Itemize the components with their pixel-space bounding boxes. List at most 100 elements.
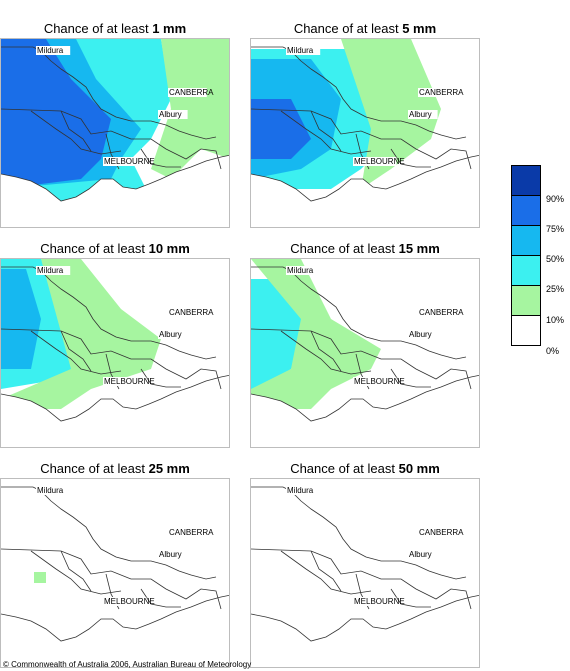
city-label-bg: [353, 377, 397, 386]
legend-swatch-50-75: [511, 225, 541, 256]
legend-label-10: 10%: [546, 315, 565, 325]
map-50mm-graphic: Mildura CANBERRA Albury MELBOURNE: [251, 486, 479, 667]
district-boundary: [390, 148, 431, 168]
region-border: [251, 548, 472, 610]
city-label-bg: [418, 308, 457, 317]
city-label-albury: Albury: [409, 550, 432, 559]
city-label-melbourne: MELBOURNE: [354, 157, 405, 166]
city-label-melbourne: MELBOURNE: [104, 157, 155, 166]
city-label-canberra: CANBERRA: [419, 308, 464, 317]
city-label-albury: Albury: [159, 110, 182, 119]
city-label-bg: [353, 597, 397, 606]
panel-title-50mm: Chance of at least 50 mm: [290, 461, 440, 476]
legend-label-90: 90%: [546, 194, 565, 204]
city-label-bg: [36, 486, 71, 495]
district-boundary: [140, 588, 181, 608]
city-label-canberra: CANBERRA: [419, 88, 464, 97]
city-label-melbourne: MELBOURNE: [104, 597, 155, 606]
city-label-bg: [408, 330, 438, 339]
legend-label-50: 50%: [546, 254, 565, 264]
probability-zone: [151, 39, 229, 179]
map-5mm-graphic: Mildura CANBERRA Albury MELBOURNE: [251, 39, 479, 227]
city-label-bg: [418, 528, 457, 537]
region-border: [1, 108, 222, 170]
coastline: [1, 374, 229, 422]
city-label-bg: [286, 486, 321, 495]
state-border: [251, 266, 467, 360]
map-15mm-graphic: Mildura CANBERRA Albury MELBOURNE: [251, 259, 479, 447]
city-label-albury: Albury: [409, 110, 432, 119]
city-label-bg: [158, 330, 188, 339]
legend-label-25: 25%: [546, 284, 565, 294]
legend-label-75: 75%: [546, 224, 565, 234]
district-boundary: [280, 550, 372, 595]
coastline: [251, 594, 479, 642]
panel-title-25mm: Chance of at least 25 mm: [40, 461, 190, 476]
district-boundary: [310, 550, 342, 592]
city-label-bg: [103, 157, 147, 166]
city-label-melbourne: MELBOURNE: [104, 377, 155, 386]
city-label-bg: [408, 550, 438, 559]
copyright-notice: © Commonwealth of Australia 2006, Austra…: [3, 660, 252, 669]
district-boundary: [280, 110, 372, 155]
sea-area: [251, 595, 479, 667]
probability-zone: [34, 572, 46, 583]
panel-title-15mm: Chance of at least 15 mm: [290, 241, 440, 256]
map-25mm: Mildura CANBERRA Albury MELBOURNE: [0, 478, 230, 668]
probability-zone: [251, 99, 311, 159]
district-boundary: [140, 148, 181, 168]
district-boundary: [140, 368, 181, 388]
district-boundary: [30, 550, 122, 595]
district-boundary: [30, 110, 122, 155]
city-label-albury: Albury: [159, 330, 182, 339]
legend-swatch-90-100: [511, 165, 541, 196]
probability-zone: [1, 269, 41, 369]
probability-zone: [1, 39, 111, 189]
city-label-bg: [103, 377, 147, 386]
region-border: [1, 328, 222, 390]
sea-area: [251, 155, 479, 227]
probability-zone: [251, 259, 381, 409]
map-1mm: Mildura CANBERRA Albury MELBOURNE: [0, 38, 230, 228]
sea-area: [1, 375, 229, 447]
region-border: [251, 108, 472, 170]
legend-label-0: 0%: [546, 346, 560, 356]
city-label-bg: [158, 110, 188, 119]
panel-title-10mm: Chance of at least 10 mm: [40, 241, 190, 256]
district-boundary: [310, 110, 342, 152]
coastline: [1, 154, 229, 202]
city-label-mildura: Mildura: [287, 266, 314, 275]
sea-area: [1, 155, 229, 227]
sea-area: [1, 595, 229, 667]
district-boundary: [310, 330, 342, 372]
city-label-bg: [286, 46, 321, 55]
city-label-bg: [168, 88, 207, 97]
city-label-bg: [158, 550, 188, 559]
state-border: [1, 486, 217, 580]
coastline: [251, 374, 479, 422]
district-boundary: [60, 550, 92, 592]
city-label-mildura: Mildura: [37, 46, 64, 55]
city-label-bg: [36, 266, 71, 275]
state-border: [251, 46, 467, 140]
state-border: [251, 486, 467, 580]
probability-zone: [341, 39, 441, 189]
probability-zone: [1, 259, 161, 409]
sea-area: [251, 375, 479, 447]
city-label-mildura: Mildura: [287, 46, 314, 55]
city-label-canberra: CANBERRA: [169, 88, 214, 97]
district-boundary: [30, 330, 122, 375]
city-label-mildura: Mildura: [37, 486, 64, 495]
city-label-canberra: CANBERRA: [419, 528, 464, 537]
map-1mm-graphic: Mildura CANBERRA Albury MELBOURNE: [1, 39, 229, 227]
map-10mm-graphic: Mildura CANBERRA Albury MELBOURNE: [1, 259, 229, 447]
city-label-melbourne: MELBOURNE: [354, 377, 405, 386]
city-label-bg: [353, 157, 397, 166]
city-label-bg: [36, 46, 71, 55]
city-label-bg: [418, 88, 457, 97]
state-border: [1, 46, 217, 140]
legend-swatch-75-90: [511, 195, 541, 226]
map-15mm: Mildura CANBERRA Albury MELBOURNE: [250, 258, 480, 448]
map-10mm: Mildura CANBERRA Albury MELBOURNE: [0, 258, 230, 448]
district-boundary: [390, 588, 431, 608]
